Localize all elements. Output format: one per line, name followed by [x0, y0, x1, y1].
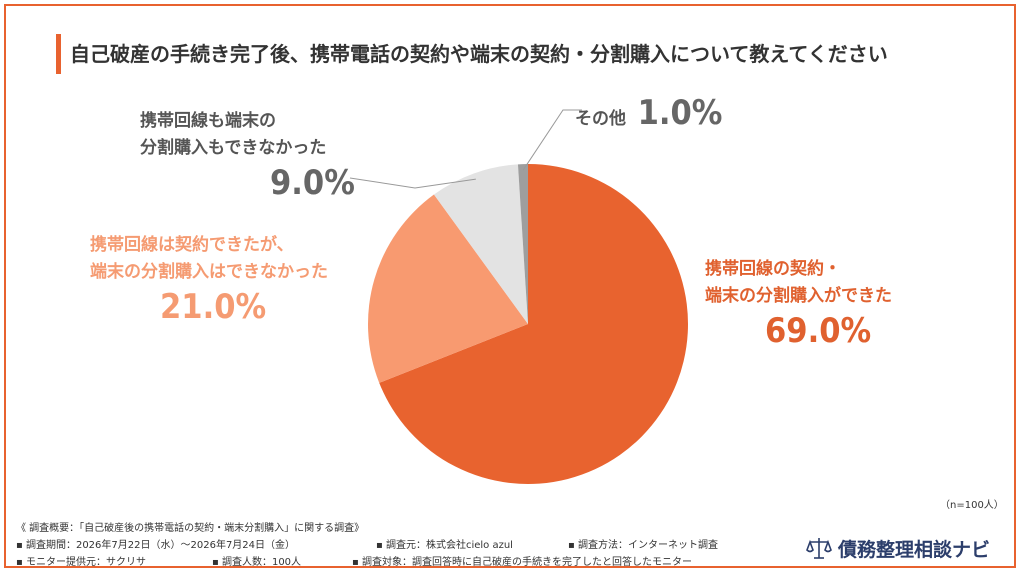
- survey-method: ▪ 調査方法：インターネット調査: [568, 540, 718, 551]
- survey-monitor-provider: ▪ モニター提供元：サクリサ: [16, 557, 146, 568]
- slice-value-label: 9.0%: [270, 163, 355, 203]
- slice-label-text: 端末の分割購入はできなかった: [90, 262, 328, 282]
- slice-label-partial: 携帯回線は契約できたが、 端末の分割購入はできなかった 21.0%: [90, 232, 328, 328]
- pie-slice-main: [379, 164, 688, 484]
- title-accent-bar: [56, 34, 61, 74]
- slice-value-label: 21.0%: [160, 287, 267, 327]
- slice-value-label: 69.0%: [765, 311, 872, 351]
- slice-label-text: 携帯回線の契約・: [705, 259, 841, 279]
- chart-title: 自己破産の手続き完了後、携帯電話の契約や端末の契約・分割購入について教えてくださ…: [70, 42, 888, 66]
- slice-label-none: 携帯回線も端末の 分割購入もできなかった 9.0%: [140, 108, 355, 204]
- pie-slice-none: [433, 164, 528, 324]
- survey-heading: 《 調査概要：「自己破産後の携帯電話の契約・端末分割購入」に関する調査》: [16, 523, 365, 534]
- sample-size-note: （n=100人）: [940, 500, 1004, 511]
- chart-frame: [4, 4, 1016, 568]
- pie-slice-other: [517, 164, 528, 324]
- brand-logo: 債務整理相談ナビ: [806, 532, 990, 564]
- scales-of-justice-icon: [806, 538, 832, 559]
- survey-respondents: ▪ 調査人数：100人: [212, 557, 302, 568]
- leader-line-other: [522, 109, 582, 171]
- slice-label-other: その他 1.0%: [575, 92, 722, 134]
- slice-label-text: 分割購入もできなかった: [140, 138, 327, 158]
- survey-target: ▪ 調査対象：調査回答時に自己破産の手続きを完了したと回答したモニター: [352, 557, 692, 568]
- slice-value-label: 1.0%: [637, 93, 723, 133]
- survey-period: ▪ 調査期間：2026年7月22日（水）～2026年7月24日（金）: [16, 540, 296, 551]
- brand-name: 債務整理相談ナビ: [838, 538, 991, 561]
- slice-label-text: 端末の分割購入ができた: [705, 286, 892, 306]
- survey-overview: 《 調査概要：「自己破産後の携帯電話の契約・端末分割購入」に関する調査》 ▪ 調…: [16, 520, 718, 571]
- survey-source: ▪ 調査元：株式会社cielo azul: [376, 540, 513, 551]
- leader-line-none: [349, 177, 476, 189]
- pie-slice-partial: [368, 194, 528, 383]
- slice-label-text: 携帯回線は契約できたが、: [90, 235, 294, 255]
- slice-label-text: 携帯回線も端末の: [140, 111, 276, 131]
- slice-label-text: その他: [575, 109, 626, 129]
- slice-label-main: 携帯回線の契約・ 端末の分割購入ができた 69.0%: [705, 256, 892, 352]
